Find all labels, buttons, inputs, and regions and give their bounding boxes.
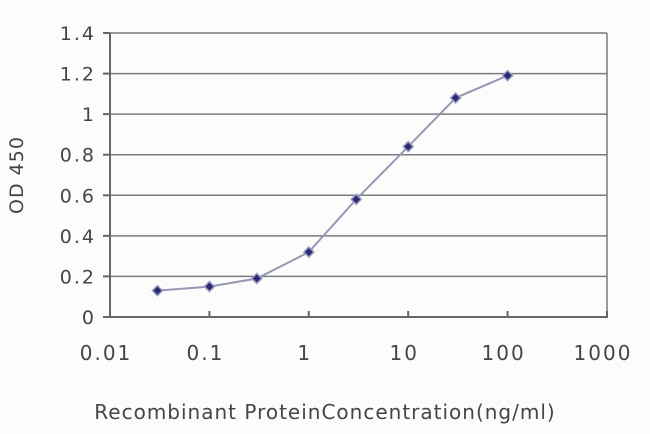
x-axis-title: Recombinant ProteinConcentration(ng/ml) [94,400,556,424]
x-tick-label-0.01: 0.01 [80,341,133,365]
data-point-marker [449,91,462,104]
y-tick-label-0.6: 0.6 [60,185,96,207]
data-point-marker [350,193,363,206]
y-tick-label-0: 0 [82,307,96,329]
x-tick-label-1: 1 [297,341,312,365]
series-line [157,74,508,292]
x-tick-label-0.1: 0.1 [186,341,224,365]
x-tick-label-100: 100 [482,341,526,365]
y-tick-label-0.2: 0.2 [60,266,96,288]
y-tick-label-1: 1 [82,104,96,126]
y-tick-label-1.4: 1.4 [60,23,96,45]
x-tick-label-1000: 1000 [574,341,633,365]
data-point-marker [501,69,514,82]
data-point-marker [302,246,315,259]
data-point-marker [402,140,415,153]
y-axis-title: OD 450 [6,136,28,214]
data-point-marker [250,272,263,285]
y-tick-label-0.4: 0.4 [60,226,96,248]
data-point-marker [151,284,164,297]
data-point-marker [203,280,216,293]
y-tick-label-0.8: 0.8 [60,145,96,167]
y-tick-label-1.2: 1.2 [60,64,96,86]
x-tick-label-10: 10 [389,341,418,365]
